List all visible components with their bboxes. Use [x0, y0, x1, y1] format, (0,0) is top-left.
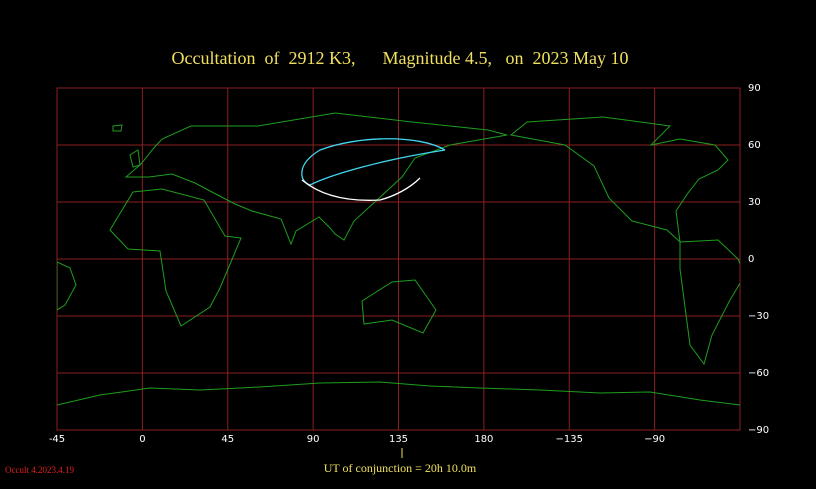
- y-tick-label: 30: [748, 197, 761, 208]
- x-tick-label: 45: [221, 434, 234, 445]
- coastline: [109, 188, 242, 327]
- x-tick-label: 90: [307, 434, 320, 445]
- y-tick-label: 0: [748, 254, 754, 265]
- y-tick-label: −90: [748, 425, 769, 436]
- coastline: [57, 381, 740, 406]
- y-tick-label: 90: [748, 83, 761, 94]
- coastline: [679, 239, 740, 366]
- y-tick-label: −30: [748, 311, 769, 322]
- grid: [56, 87, 741, 431]
- conjunction-label: UT of conjunction = 20h 10.0m: [324, 461, 477, 475]
- coastline: [129, 149, 141, 168]
- occultation-centre-line: [301, 177, 421, 201]
- y-tick-label: 60: [748, 140, 761, 151]
- occultation-path: [301, 138, 446, 186]
- coastline: [361, 279, 437, 334]
- coastlines: [57, 112, 740, 406]
- x-tick-label: −135: [556, 434, 583, 445]
- coastline: [509, 116, 729, 244]
- y-tick-label: −60: [748, 368, 769, 379]
- map-title: Occultation of 2912 K3, Magnitude 4.5, o…: [172, 48, 629, 68]
- version-label: Occult 4.2023.4.19: [5, 465, 74, 475]
- coastline: [124, 112, 508, 246]
- coastline: [112, 124, 123, 132]
- x-tick-label: -45: [49, 434, 65, 445]
- x-tick-label: −90: [644, 434, 665, 445]
- x-tick-label: 135: [389, 434, 408, 445]
- x-tick-label: 180: [474, 434, 493, 445]
- x-tick-label: 0: [139, 434, 145, 445]
- coastline: [57, 261, 77, 311]
